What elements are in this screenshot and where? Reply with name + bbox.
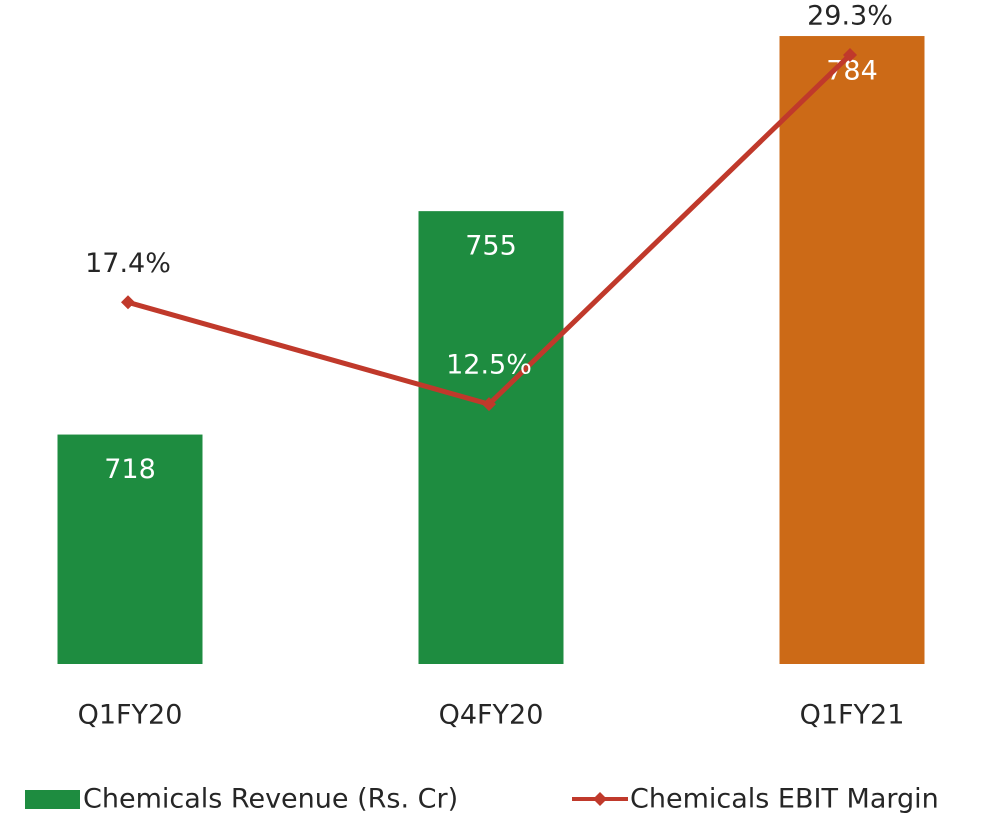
line-label: 12.5%	[446, 350, 532, 381]
bar-label: 755	[465, 231, 517, 262]
x-tick-label: Q4FY20	[439, 700, 544, 731]
line-marker	[843, 47, 857, 62]
legend-marker	[593, 792, 607, 806]
bar	[779, 36, 925, 665]
bar	[418, 211, 564, 664]
line-marker	[121, 295, 135, 310]
line-label: 17.4%	[85, 248, 171, 279]
legend-label: Chemicals EBIT Margin	[630, 784, 939, 815]
legend-swatch	[25, 790, 80, 809]
line-label: 29.3%	[807, 0, 893, 31]
line-marker	[482, 397, 496, 412]
bar	[57, 434, 203, 664]
bar-label: 718	[104, 454, 156, 485]
x-tick-label: Q1FY21	[800, 700, 905, 731]
legend-label: Chemicals Revenue (Rs. Cr)	[83, 784, 458, 815]
x-tick-label: Q1FY20	[78, 700, 183, 731]
